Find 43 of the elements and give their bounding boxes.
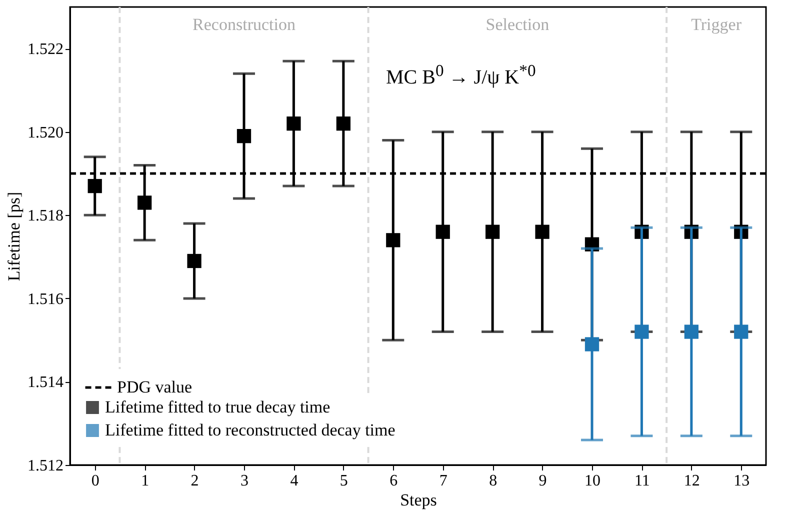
annotation: Selection bbox=[486, 15, 550, 34]
annotation: Reconstruction bbox=[192, 15, 296, 34]
legend-label: Lifetime fitted to reconstructed decay time bbox=[105, 420, 396, 440]
x-tick-label: 12 bbox=[684, 472, 700, 490]
point bbox=[486, 224, 500, 239]
x-tick-label: 8 bbox=[489, 472, 498, 490]
x-tick-label: 10 bbox=[584, 472, 600, 490]
x-tick-label: 6 bbox=[390, 472, 398, 490]
point bbox=[684, 324, 698, 339]
point bbox=[634, 324, 649, 339]
x-tick-label: 5 bbox=[340, 472, 348, 490]
x-tick-label: 13 bbox=[734, 472, 750, 490]
point bbox=[584, 337, 600, 352]
point bbox=[88, 178, 102, 194]
x-tick-label: 7 bbox=[439, 472, 448, 490]
x-tick-label: 11 bbox=[634, 472, 650, 490]
x-tick-label: 0 bbox=[91, 472, 100, 490]
point bbox=[436, 224, 450, 239]
x-tick-label: 4 bbox=[290, 472, 298, 490]
legend-label: PDG value bbox=[117, 378, 192, 396]
y-axis-title: Lifetime [ps] bbox=[4, 192, 24, 282]
x-tick-label: 9 bbox=[538, 472, 547, 490]
point bbox=[236, 129, 252, 144]
point bbox=[187, 254, 202, 268]
point bbox=[336, 116, 350, 131]
y-tick-label: 1.518 bbox=[28, 208, 64, 225]
y-tick-label: 1.522 bbox=[28, 41, 64, 58]
annotation: Trigger bbox=[691, 15, 742, 34]
y-tick-label: 1.516 bbox=[28, 290, 64, 308]
legend-label: Lifetime fitted to true decay time bbox=[105, 398, 330, 416]
y-tick-label: 1.520 bbox=[28, 124, 64, 142]
x-tick-label: 2 bbox=[190, 472, 199, 490]
y-tick-label: 1.514 bbox=[28, 374, 64, 392]
point bbox=[535, 224, 550, 239]
point bbox=[286, 116, 301, 131]
x-axis-title: Steps bbox=[400, 490, 437, 510]
y-tick-label: 1.512 bbox=[28, 458, 64, 474]
annotation: MC B$^{0}$ → J/ψ K$^{*0}$ bbox=[386, 61, 536, 90]
point bbox=[734, 324, 748, 339]
x-tick-label: 1 bbox=[141, 472, 150, 490]
point bbox=[386, 233, 400, 248]
x-tick-label: 3 bbox=[240, 472, 248, 490]
point bbox=[138, 196, 152, 210]
